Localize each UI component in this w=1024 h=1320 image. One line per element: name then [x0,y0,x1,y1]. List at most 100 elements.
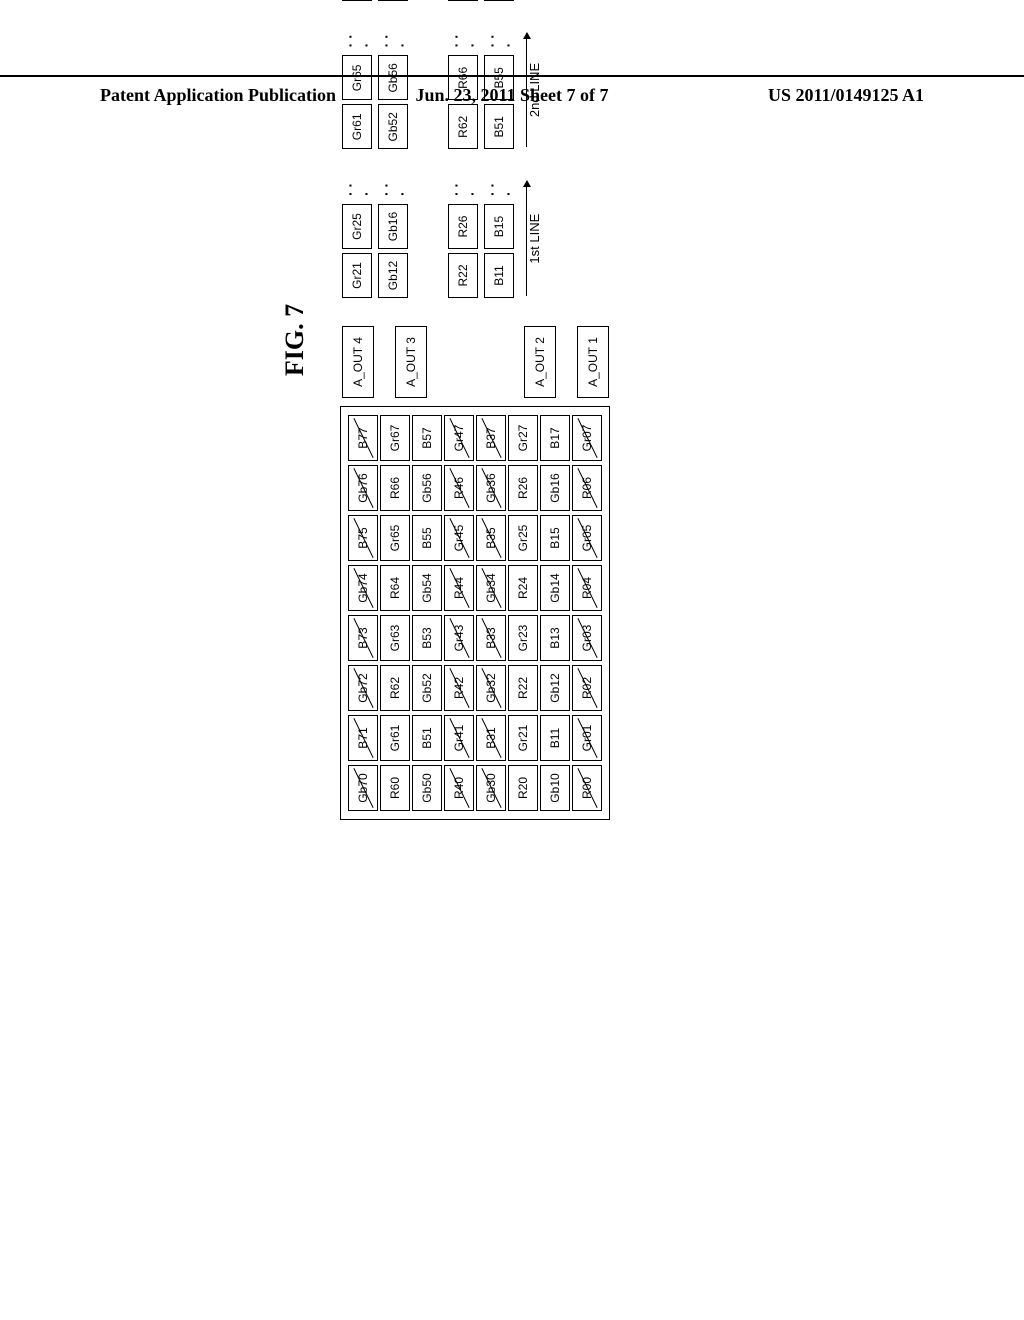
ellipsis: · · · [342,29,374,48]
line-block: Gr21Gr25· · ·Gb12Gb16· · ·R22R26· · ·B11… [340,0,542,3]
grid-cell: Gr65 [380,515,410,561]
grid-cell: Gr67 [380,415,410,461]
grid-cell: Gr27 [508,415,538,461]
grid-cell: B13 [540,615,570,661]
grid-cell: Gr05 [572,515,602,561]
grid-cell: B53 [412,615,442,661]
grid-cell: Gb30 [476,765,506,811]
grid-cell: Gb10 [540,765,570,811]
grid-cell: B35 [476,515,506,561]
figure-body: Gb70B71Gb72B73Gb74B75Gb76B77R60Gr61R62Gr… [340,0,612,820]
grid-cell: Gb16 [540,465,570,511]
line-label: 1st LINE [522,177,542,300]
grid-cell: Gb70 [348,765,378,811]
output-port: A_OUT 3 [395,326,427,398]
grid-cell: R46 [444,465,474,511]
grid-cell: Gb52 [412,665,442,711]
grid-cell: B75 [348,515,378,561]
line-cell: Gr25 [342,204,372,249]
line-cell: Gb52 [378,104,408,149]
output-ports: A_OUT 4 A_OUT 3 A_OUT 2 A_OUT 1 [340,326,612,398]
grid-cell: Gr43 [444,615,474,661]
line-cell: R22 [448,0,478,1]
grid-cell: Gb36 [476,465,506,511]
line-cell: B55 [484,55,514,100]
grid-cell: B11 [540,715,570,761]
grid-cell: Gb14 [540,565,570,611]
grid-cell: B37 [476,415,506,461]
grid-cell: Gr23 [508,615,538,661]
grid-cell: B73 [348,615,378,661]
grid-cell: B17 [540,415,570,461]
grid-cell: Gb72 [348,665,378,711]
line-block: Gr21Gr25· · ·Gb12Gb16· · ·R22R26· · ·B11… [340,177,542,300]
line-cell: B51 [484,104,514,149]
grid-cell: Gr47 [444,415,474,461]
ellipsis: · · · [378,29,410,48]
grid-cell: R60 [380,765,410,811]
line-cell: Gb56 [378,55,408,100]
line-cell: B11 [484,253,514,298]
grid-cell: B55 [412,515,442,561]
grid-cell: R64 [380,565,410,611]
ellipsis: · · · [484,29,516,48]
grid-cell: Gr41 [444,715,474,761]
output-port: A_OUT 1 [577,326,609,398]
line-cell: Gr21 [342,0,372,1]
ellipsis: · · · [448,29,480,48]
grid-cell: Gb12 [540,665,570,711]
line-cell: Gb12 [378,253,408,298]
grid-cell: R26 [508,465,538,511]
line-cell: Gr21 [342,253,372,298]
grid-cell: R00 [572,765,602,811]
grid-cell: Gr61 [380,715,410,761]
grid-cell: B77 [348,415,378,461]
ellipsis: · · · [342,177,374,196]
grid-cell: R66 [380,465,410,511]
line-cell: Gb12 [378,0,408,1]
grid-cell: B31 [476,715,506,761]
grid-cell: Gr21 [508,715,538,761]
grid-cell: R20 [508,765,538,811]
header-right: US 2011/0149125 A1 [768,85,924,106]
line-sequences: Gr21Gr25· · ·Gb12Gb16· · ·R22R26· · ·B11… [340,0,542,326]
grid-cell: B33 [476,615,506,661]
output-port: A_OUT 2 [524,326,556,398]
grid-cell: R24 [508,565,538,611]
line-block: Gr61Gr65· · ·Gb52Gb56· · ·R62R66· · ·B51… [340,29,542,152]
line-cell: B11 [484,0,514,1]
grid-cell: Gr25 [508,515,538,561]
ellipsis: · · · [484,177,516,196]
grid-cell: Gr63 [380,615,410,661]
line-cell: R66 [448,55,478,100]
grid-cell: Gb32 [476,665,506,711]
output-port: A_OUT 4 [342,326,374,398]
grid-cell: R42 [444,665,474,711]
grid-cell: R40 [444,765,474,811]
grid-cell: Gb56 [412,465,442,511]
grid-cell: Gb50 [412,765,442,811]
grid-cell: B57 [412,415,442,461]
grid-cell: B71 [348,715,378,761]
line-cell: Gr65 [342,55,372,100]
line-cell: R22 [448,253,478,298]
grid-cell: Gr01 [572,715,602,761]
grid-cell: B15 [540,515,570,561]
ellipsis: · · · [448,177,480,196]
grid-cell: B51 [412,715,442,761]
line-cell: Gb16 [378,204,408,249]
line-cell: R62 [448,104,478,149]
grid-cell: R06 [572,465,602,511]
grid-cell: R62 [380,665,410,711]
grid-cell: Gb74 [348,565,378,611]
line-label: 2nd LINE [522,29,542,152]
grid-cell: Gr07 [572,415,602,461]
grid-cell: Gb54 [412,565,442,611]
pixel-grid: Gb70B71Gb72B73Gb74B75Gb76B77R60Gr61R62Gr… [340,406,610,820]
figure-stage: FIG. 7 Gb70B71Gb72B73Gb74B75Gb76B77R60Gr… [280,0,612,820]
ellipsis: · · · [378,177,410,196]
line-cell: R26 [448,204,478,249]
grid-cell: Gb34 [476,565,506,611]
grid-cell: Gr03 [572,615,602,661]
grid-cell: R02 [572,665,602,711]
